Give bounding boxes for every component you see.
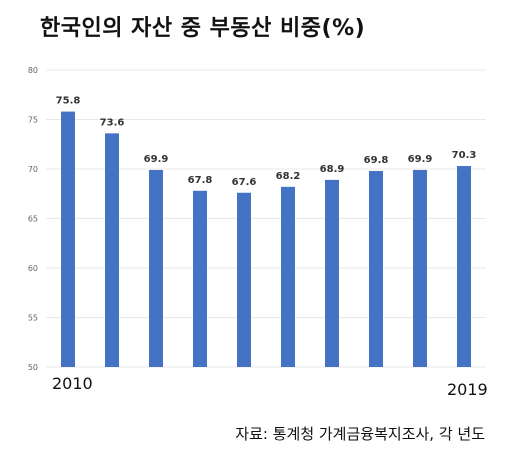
value-label-2014: 67.6: [232, 177, 257, 188]
y-tick-label: 50: [28, 363, 38, 372]
bar-2013: [193, 190, 207, 367]
chart-title: 한국인의 자산 중 부동산 비중(%): [40, 16, 366, 41]
x-label-end-year: 2019: [447, 380, 488, 399]
bar-2018: [413, 169, 427, 367]
bar-2014: [237, 192, 251, 367]
value-label-2017: 69.8: [364, 155, 389, 166]
bar-2015: [281, 186, 295, 367]
bar-2016: [325, 179, 339, 367]
y-tick-label: 80: [28, 66, 38, 75]
value-label-2011: 73.6: [100, 117, 125, 128]
value-label-2015: 68.2: [276, 171, 301, 182]
bar-2010: [61, 111, 75, 367]
value-label-2016: 68.9: [320, 164, 345, 175]
bar-2011: [105, 133, 119, 367]
y-tick-label: 65: [28, 215, 38, 224]
value-label-2010: 75.8: [56, 96, 81, 107]
x-label-start-year: 2010: [52, 374, 93, 393]
value-label-2012: 69.9: [144, 154, 169, 165]
source-note: 자료: 통계청 가계금융복지조사, 각 년도: [235, 425, 485, 443]
bar-2017: [369, 170, 383, 367]
bar-2012: [149, 169, 163, 367]
y-tick-label: 60: [28, 264, 38, 273]
y-tick-label: 75: [28, 116, 38, 125]
value-label-2018: 69.9: [408, 154, 433, 165]
bar-2019: [457, 166, 471, 367]
y-tick-label: 70: [28, 165, 38, 174]
y-tick-label: 55: [28, 314, 38, 323]
value-label-2019: 70.3: [452, 150, 477, 161]
value-label-2013: 67.8: [188, 175, 213, 186]
